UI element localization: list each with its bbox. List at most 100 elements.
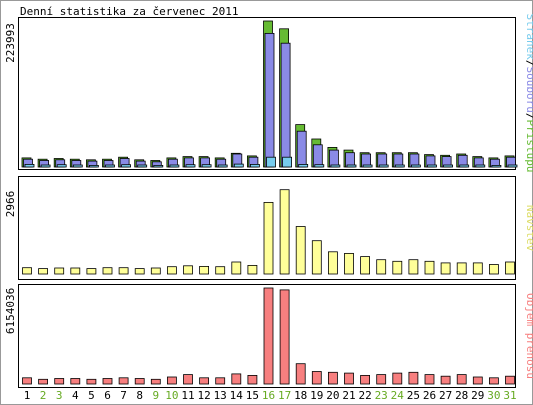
- legend-hits-label: Přístupů: [524, 119, 533, 172]
- bar-pages-day-21: [346, 164, 357, 168]
- bar-kbytes-day-15: [247, 374, 258, 385]
- day-label-30: 30: [487, 389, 500, 402]
- bar-pages-day-4: [72, 164, 83, 168]
- bar-kbytes-day-4: [70, 378, 81, 385]
- bar-pages-day-25: [410, 164, 421, 168]
- ymax-label-visits: 2966: [4, 191, 17, 218]
- bar-pages-day-26: [427, 164, 437, 168]
- bar-visits-day-24: [392, 260, 403, 275]
- bar-kbytes-day-12: [199, 377, 210, 385]
- bar-visits-day-27: [440, 262, 451, 275]
- bar-kbytes-day-25: [408, 371, 419, 385]
- bar-visits-day-21: [344, 252, 354, 275]
- legend-pages-label: Stránek: [524, 14, 533, 61]
- bar-files-day-19: [312, 144, 323, 168]
- day-label-31: 31: [503, 389, 516, 402]
- bar-visits-day-26: [424, 260, 435, 275]
- bar-visits-day-8: [134, 268, 145, 275]
- bar-kbytes-day-24: [392, 372, 403, 385]
- bar-visits-day-10: [166, 266, 177, 275]
- day-label-6: 6: [104, 389, 111, 402]
- bar-visits-day-29: [472, 262, 483, 275]
- bar-pages-day-20: [330, 164, 341, 168]
- day-label-22: 22: [358, 389, 371, 402]
- bar-kbytes-day-2: [38, 378, 48, 385]
- legend-hits: Stránek/Souborů/Přístupů: [524, 14, 533, 173]
- bars-hits-panel: [21, 20, 518, 168]
- bar-visits-day-4: [70, 267, 81, 275]
- day-label-4: 4: [72, 389, 79, 402]
- bar-kbytes-day-21: [344, 372, 354, 385]
- bar-kbytes-day-31: [505, 375, 515, 385]
- day-label-1: 1: [24, 389, 31, 402]
- bar-kbytes-day-9: [150, 378, 161, 385]
- bar-pages-day-6: [105, 164, 115, 168]
- bar-files-day-16: [264, 33, 275, 168]
- bar-kbytes-day-20: [327, 371, 338, 385]
- legend-kbytes-label: Objem přenosu: [524, 293, 533, 379]
- bar-visits-day-6: [102, 267, 113, 275]
- bar-pages-day-22: [362, 164, 373, 168]
- day-label-23: 23: [375, 389, 388, 402]
- bars-kbytes-panel: [22, 287, 515, 385]
- bar-kbytes-day-16: [263, 287, 274, 385]
- bar-visits-day-2: [38, 268, 48, 275]
- day-label-20: 20: [326, 389, 339, 402]
- bar-visits-day-12: [199, 265, 210, 275]
- bar-visits-day-14: [231, 261, 242, 275]
- bar-visits-day-5: [86, 268, 97, 275]
- bar-visits-day-15: [247, 264, 258, 275]
- bar-pages-day-23: [378, 164, 389, 168]
- bar-pages-day-1: [24, 163, 35, 168]
- day-label-11: 11: [181, 389, 194, 402]
- day-label-29: 29: [471, 389, 484, 402]
- bar-kbytes-day-28: [456, 374, 467, 385]
- bar-pages-day-12: [201, 164, 212, 168]
- day-label-19: 19: [310, 389, 323, 402]
- day-label-9: 9: [152, 389, 159, 402]
- panel-frame-visits: [18, 176, 516, 280]
- legend-visits-label: Návštěv: [524, 205, 533, 252]
- bar-pages-day-15: [249, 163, 260, 168]
- bar-visits-day-31: [505, 261, 515, 275]
- day-label-28: 28: [455, 389, 468, 402]
- legend-sep-1: /: [524, 60, 533, 67]
- bars-visits-panel: [22, 189, 515, 275]
- day-label-5: 5: [88, 389, 95, 402]
- day-label-14: 14: [230, 389, 244, 402]
- ymax-label-kbytes: 6154036: [4, 288, 17, 334]
- bar-visits-day-28: [456, 262, 467, 275]
- bar-pages-day-27: [443, 164, 454, 168]
- bar-kbytes-day-6: [102, 378, 113, 385]
- day-label-13: 13: [214, 389, 227, 402]
- day-label-27: 27: [439, 389, 452, 402]
- bar-kbytes-day-19: [311, 371, 322, 385]
- bar-pages-day-9: [153, 164, 164, 168]
- day-label-2: 2: [40, 389, 47, 402]
- day-label-24: 24: [391, 389, 405, 402]
- day-label-18: 18: [294, 389, 307, 402]
- bar-pages-day-29: [475, 164, 486, 168]
- bar-kbytes-day-7: [118, 377, 129, 385]
- bar-kbytes-day-17: [279, 289, 290, 385]
- bar-visits-day-16: [263, 201, 274, 275]
- day-label-26: 26: [423, 389, 436, 402]
- bar-kbytes-day-10: [166, 376, 177, 385]
- bar-kbytes-day-27: [440, 375, 451, 385]
- panel-frame-kbytes: [18, 284, 516, 388]
- bar-kbytes-day-26: [424, 374, 435, 385]
- bar-kbytes-day-11: [183, 374, 193, 385]
- bar-files-day-17: [280, 42, 291, 168]
- bar-visits-day-13: [215, 266, 226, 275]
- bar-visits-day-17: [279, 189, 290, 275]
- bar-pages-day-19: [314, 164, 325, 168]
- bar-kbytes-day-1: [22, 377, 32, 385]
- day-label-8: 8: [136, 389, 143, 402]
- bar-visits-day-19: [311, 240, 322, 275]
- bar-visits-day-30: [488, 264, 499, 275]
- bar-pages-day-17: [282, 156, 293, 168]
- bar-visits-day-23: [376, 259, 387, 275]
- panel-frame-hits: [18, 17, 516, 170]
- bar-kbytes-day-18: [295, 363, 306, 385]
- legend-sep-2: /: [524, 113, 533, 120]
